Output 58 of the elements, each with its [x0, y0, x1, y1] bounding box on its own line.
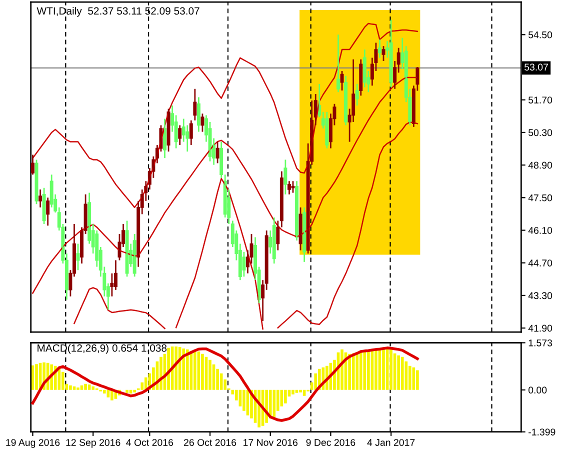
bar: [62, 372, 64, 390]
y-tick-label: 47.50: [528, 194, 552, 202]
y-tick-label: 46.10: [528, 226, 552, 234]
bar: [216, 368, 219, 390]
bar: [190, 350, 193, 390]
bar: [84, 384, 87, 390]
bar: [299, 390, 302, 392]
bar: [182, 348, 186, 390]
x-tick-label: 4 Jan 2017: [367, 439, 415, 446]
bar: [363, 350, 366, 390]
ref-line-label: 53.07: [524, 64, 548, 71]
bar: [88, 384, 91, 390]
x-tick-label: 19 Aug 2016: [6, 439, 60, 448]
y-tick-label: 50.30: [528, 129, 552, 136]
bar: [408, 366, 412, 390]
bar: [359, 350, 362, 390]
y-tick-label: 43.30: [528, 292, 552, 300]
y-tick-label: 1.573: [528, 339, 552, 346]
x-tick-label: 17 Nov 2016: [244, 439, 298, 446]
bar: [133, 390, 136, 392]
y-tick-label: 44.70: [528, 260, 552, 266]
bar: [174, 346, 178, 390]
bar: [167, 348, 170, 390]
bar: [356, 352, 359, 390]
chart-title: MACD(12,26,9) 0.654 1.038: [38, 344, 167, 354]
y-tick-label: 51.70: [528, 96, 552, 104]
x-tick-label: 9 Dec 2016: [306, 439, 356, 446]
bar: [201, 354, 204, 390]
bar: [367, 350, 370, 390]
bar: [348, 354, 351, 390]
bar: [102, 390, 106, 394]
bar: [194, 350, 196, 390]
bar: [400, 356, 404, 390]
bar: [404, 361, 408, 390]
bar: [284, 390, 287, 404]
y-tick-label: 41.90: [528, 324, 552, 332]
line-series: [32, 22, 418, 208]
bar: [292, 390, 294, 394]
bar: [186, 349, 189, 390]
bar: [126, 390, 128, 393]
bar: [314, 373, 318, 390]
bar: [374, 348, 378, 390]
bar: [208, 360, 212, 390]
y-tick-label: 54.50: [528, 31, 552, 38]
bar: [416, 370, 419, 390]
x-tick-label: 4 Oct 2016: [126, 439, 174, 446]
y-tick-label: -1.399: [528, 428, 556, 436]
y-tick-label: 48.90: [528, 162, 552, 169]
x-tick-label: 12 Sep 2016: [66, 439, 120, 448]
bar: [272, 390, 276, 417]
bar: [58, 368, 61, 390]
bar: [35, 364, 38, 390]
y-tick-label: 0.00: [528, 386, 547, 394]
bar: [397, 355, 400, 390]
bar: [69, 385, 72, 390]
x-tick-label: 26 Oct 2016: [184, 439, 236, 446]
bar: [92, 386, 94, 390]
bar: [382, 348, 385, 390]
